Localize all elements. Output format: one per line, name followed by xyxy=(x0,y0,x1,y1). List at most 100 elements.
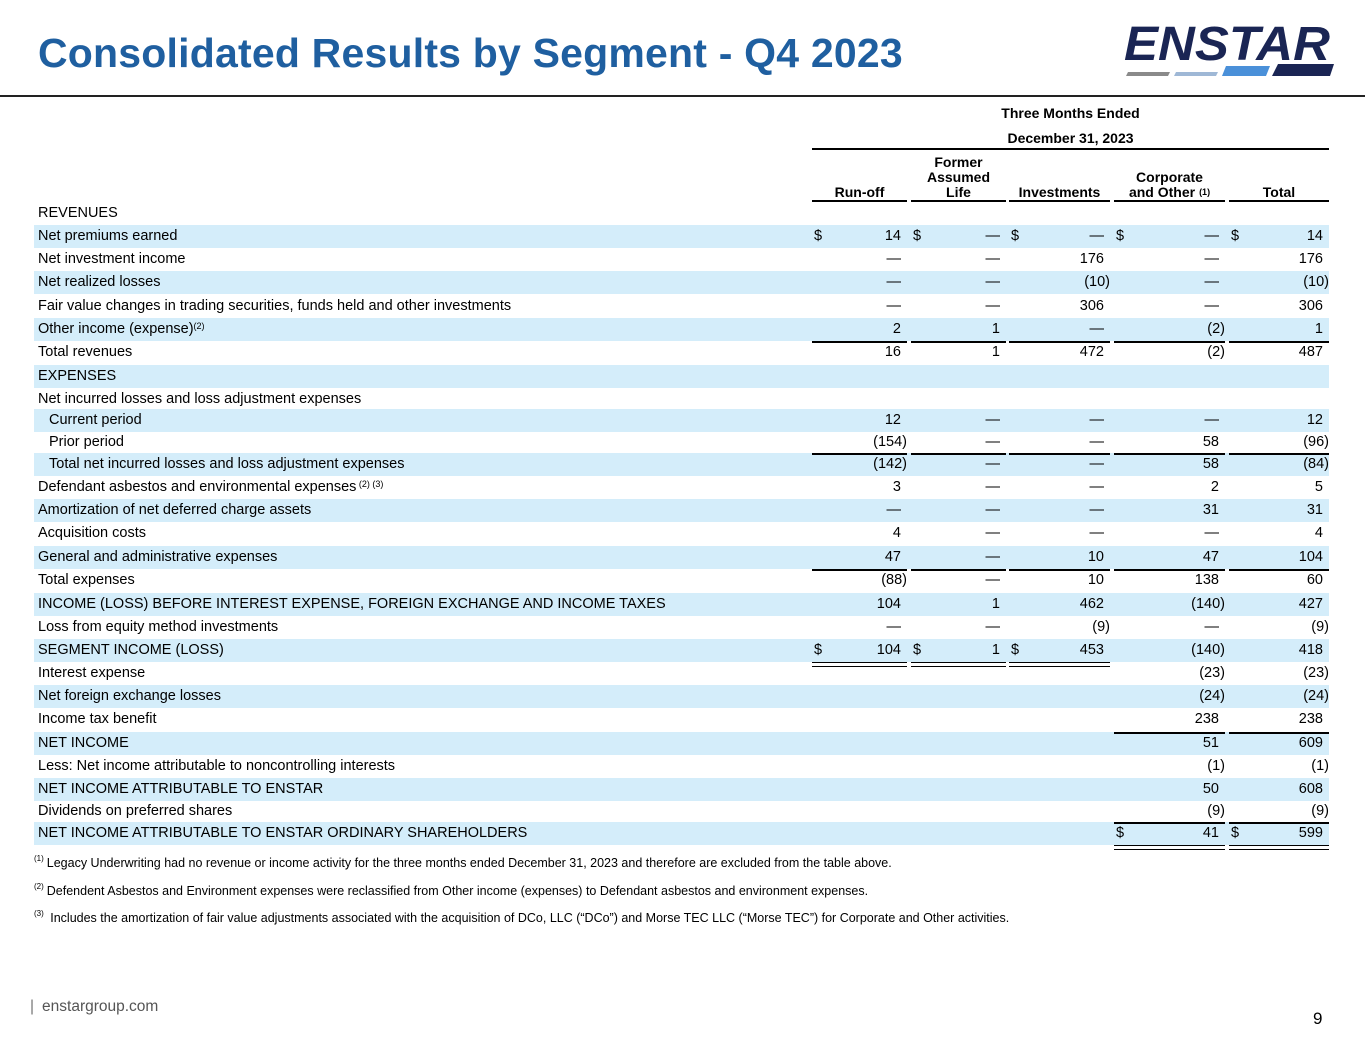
row-label: Net foreign exchange losses xyxy=(38,688,221,704)
cell-value: (84) xyxy=(1303,456,1329,472)
cell-corp: 138 xyxy=(1114,569,1225,592)
cell-total: 1 xyxy=(1229,318,1329,341)
currency-symbol: $ xyxy=(1231,228,1240,244)
cell-value: 47 xyxy=(1202,549,1219,565)
row-label: NET INCOME ATTRIBUTABLE TO ENSTAR ORDINA… xyxy=(38,825,528,841)
cell-corp: 2 xyxy=(1114,476,1225,499)
cell-fal: $ — xyxy=(911,225,1006,248)
cell-value: — xyxy=(886,298,902,314)
row-label: Interest expense xyxy=(38,665,146,681)
cell-value: 138 xyxy=(1194,572,1219,588)
column-header-label: Former Assumed Life xyxy=(926,154,991,200)
cell-corp: (9) xyxy=(1114,800,1225,823)
table-row: Prior period (154) — — 58 (96) xyxy=(34,431,1329,454)
cell-inv: 472 xyxy=(1009,341,1110,364)
cell-value: 1 xyxy=(991,344,1000,360)
cell-fal: — xyxy=(911,295,1006,318)
cell-total: 104 xyxy=(1229,546,1329,569)
table-row: Net incurred losses and loss adjustment … xyxy=(34,388,1329,411)
cell-value: 1 xyxy=(991,321,1000,337)
row-label: Acquisition costs xyxy=(38,525,146,541)
column-header-label: Run-off xyxy=(834,184,885,200)
cell-inv: — xyxy=(1009,522,1110,545)
period-rule xyxy=(812,148,1329,150)
cell-value: 16 xyxy=(884,344,901,360)
cell-value: (9) xyxy=(1207,803,1225,819)
footnote: (3) Includes the amortization of fair va… xyxy=(34,909,1010,925)
cell-value: — xyxy=(1204,298,1220,314)
cell-value: 1 xyxy=(991,596,1000,612)
cell-value: 104 xyxy=(876,596,901,612)
cell-value: (1) xyxy=(1207,758,1225,774)
cell-fal: — xyxy=(911,522,1006,545)
cell-total: (23) xyxy=(1229,662,1329,685)
cell-value: (140) xyxy=(1191,642,1225,658)
cell-fal: — xyxy=(911,616,1006,640)
cell-corp: (2) xyxy=(1114,318,1225,341)
currency-symbol: $ xyxy=(814,642,823,658)
cell-inv: 176 xyxy=(1009,248,1110,271)
cell-value: 104 xyxy=(1298,549,1323,565)
footer-site: | enstargroup.com xyxy=(30,998,158,1016)
cell-runoff: 104 xyxy=(812,593,907,616)
footer-site-text: enstargroup.com xyxy=(42,998,159,1015)
cell-value: — xyxy=(1089,525,1105,541)
cell-value: 238 xyxy=(1298,711,1323,727)
cell-corp: — xyxy=(1114,295,1225,318)
cell-total: 609 xyxy=(1229,732,1329,755)
cell-runoff: — xyxy=(812,499,907,522)
cell-corp: (24) xyxy=(1114,685,1225,708)
cell-value: 4 xyxy=(892,525,901,541)
cell-value: (23) xyxy=(1303,665,1329,681)
cell-value: — xyxy=(1089,434,1105,450)
row-label: NET INCOME xyxy=(38,735,129,751)
cell-value: 2 xyxy=(892,321,901,337)
currency-symbol: $ xyxy=(814,228,823,244)
cell-value: 2 xyxy=(1210,479,1219,495)
cell-total: 238 xyxy=(1229,708,1329,731)
cell-value: 487 xyxy=(1298,344,1323,360)
cell-fal: — xyxy=(911,476,1006,499)
row-label: Net realized losses xyxy=(38,274,161,290)
cell-value: — xyxy=(985,502,1001,518)
cell-value: — xyxy=(985,412,1001,428)
footnote-mark: (1) xyxy=(34,854,44,863)
cell-corp: — xyxy=(1114,616,1225,640)
table-row: Amortization of net deferred charge asse… xyxy=(34,499,1329,522)
cell-value: — xyxy=(886,274,902,290)
column-header-label: Investments xyxy=(1018,184,1101,200)
table-row: NET INCOME ATTRIBUTABLE TO ENSTAR ORDINA… xyxy=(34,822,1329,850)
cell-inv: 10 xyxy=(1009,546,1110,569)
cell-value: — xyxy=(1204,412,1220,428)
table-row: Interest expense (23) (23) xyxy=(34,662,1329,685)
row-label: Net incurred losses and loss adjustment … xyxy=(38,391,362,407)
cell-value: 306 xyxy=(1298,298,1323,314)
cell-value: (154) xyxy=(873,434,907,450)
footnote-mark: (3) xyxy=(34,909,44,918)
table-row: Acquisition costs 4 — — — 4 xyxy=(34,522,1329,545)
cell-total: (96) xyxy=(1229,431,1329,454)
cell-value: 104 xyxy=(876,642,901,658)
cell-value: — xyxy=(985,525,1001,541)
cell-value: 47 xyxy=(884,549,901,565)
cell-inv: — xyxy=(1009,431,1110,454)
cell-inv: — xyxy=(1009,318,1110,341)
row-label: Net premiums earned xyxy=(38,228,178,244)
header-rule xyxy=(0,95,1365,97)
cell-total: 4 xyxy=(1229,522,1329,545)
table-row: Defendant asbestos and environmental exp… xyxy=(34,476,1329,499)
cell-value: 12 xyxy=(884,412,901,428)
footnote-text: Includes the amortization of fair value … xyxy=(46,911,1010,925)
table-row: Total expenses (88) — 10 138 60 xyxy=(34,569,1329,592)
row-label: General and administrative expenses xyxy=(38,549,278,565)
cell-corp: — xyxy=(1114,522,1225,545)
cell-value: — xyxy=(1204,251,1220,267)
cell-total: 427 xyxy=(1229,593,1329,616)
row-label: Income tax benefit xyxy=(38,711,157,727)
currency-symbol: $ xyxy=(913,642,922,658)
cell-value: 51 xyxy=(1202,735,1219,751)
cell-value: — xyxy=(886,502,902,518)
table-row: Loss from equity method investments — — (9)… xyxy=(34,616,1329,640)
table-row: Net investment income — — 176 — 176 xyxy=(34,248,1329,271)
cell-value: — xyxy=(886,251,902,267)
